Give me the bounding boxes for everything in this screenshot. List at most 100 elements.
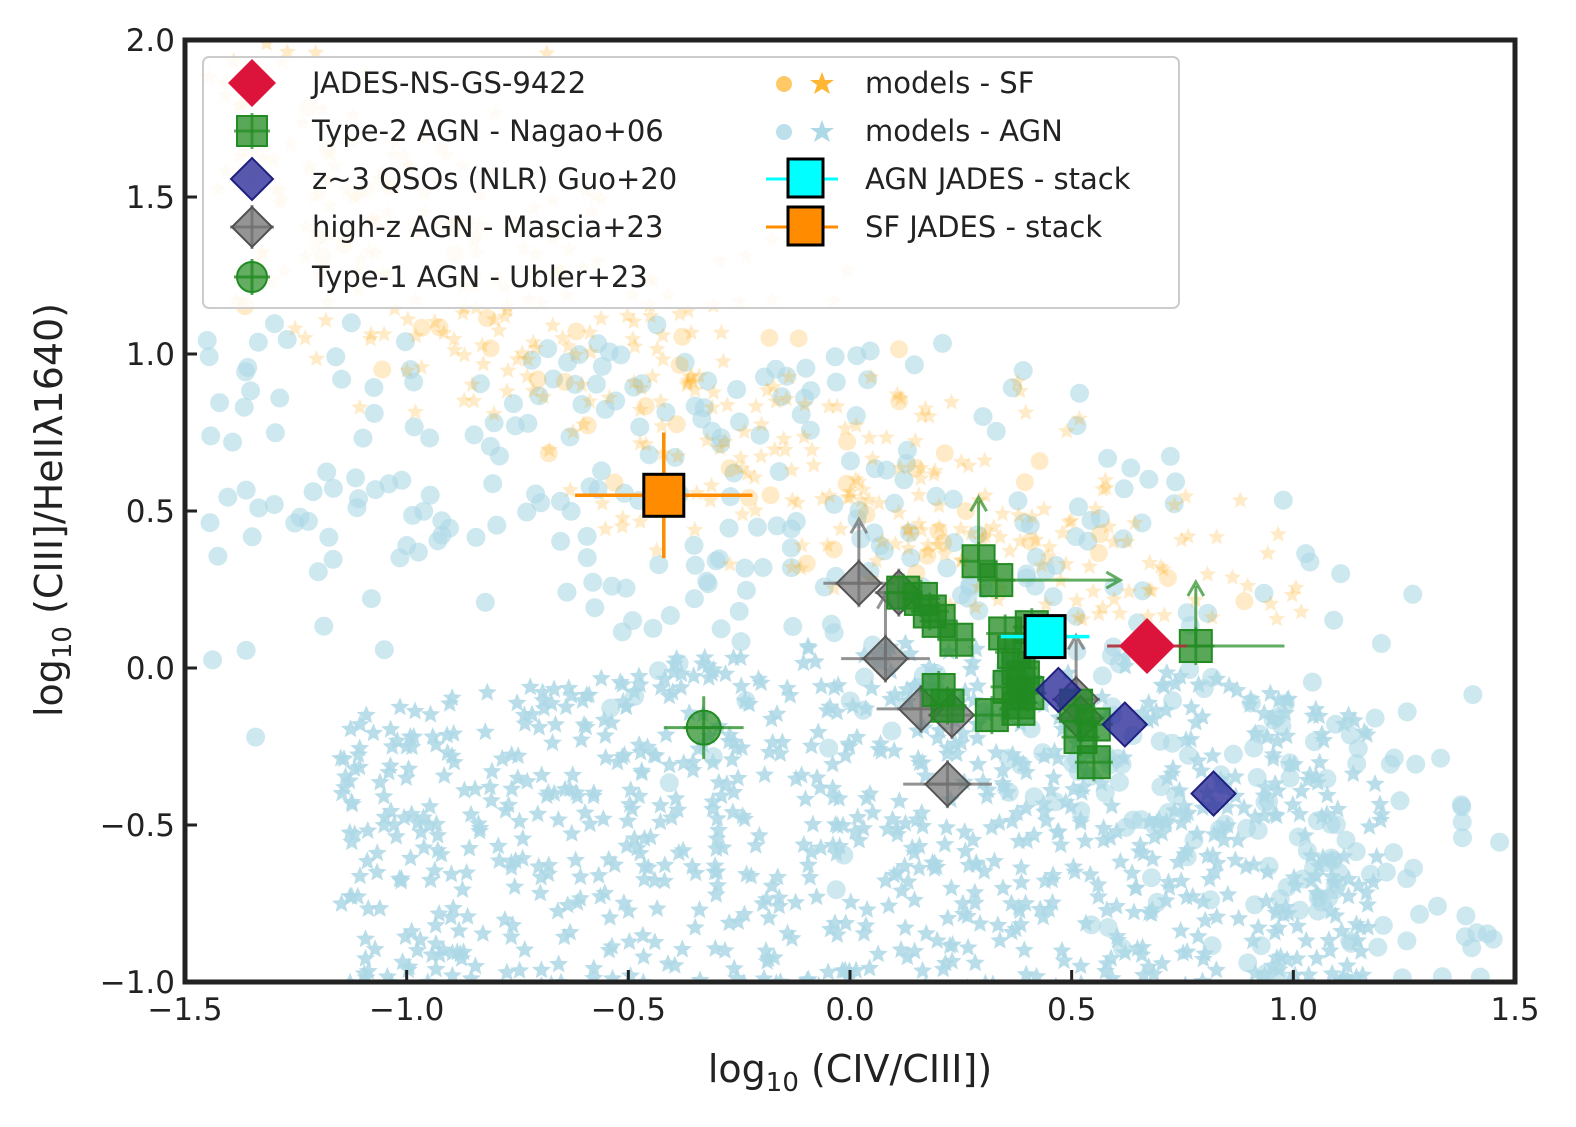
model-agn-star (629, 786, 649, 805)
model-sf-star (1154, 560, 1172, 577)
model-agn-star (1298, 770, 1318, 789)
model-agn-star (1310, 752, 1330, 771)
model-agn-star (584, 968, 604, 982)
model-agn-star (1351, 941, 1371, 960)
model-agn-star (391, 868, 411, 887)
x-tick-label: 1.0 (1269, 992, 1318, 1028)
model-agn-star (1163, 758, 1183, 777)
model-agn-star (650, 812, 670, 831)
model-agn-star (827, 702, 847, 721)
legend-label: models - AGN (865, 114, 1063, 148)
model-agn-star (1359, 816, 1379, 835)
model-agn-star (1288, 916, 1307, 935)
model-agn-star (514, 705, 534, 724)
model-sf-star (795, 427, 813, 445)
model-agn-star (766, 973, 786, 982)
model-sf-circle (935, 444, 954, 463)
model-agn-circle (1368, 937, 1388, 957)
model-sf-star (1259, 544, 1277, 561)
model-agn-star (823, 778, 843, 797)
model-agn-star (541, 974, 561, 982)
model-sf-star (1017, 403, 1035, 420)
model-agn-star (1346, 914, 1366, 933)
model-agn-star (754, 968, 774, 982)
model-agn-star (1071, 809, 1091, 828)
model-agn-circle (1477, 924, 1497, 944)
model-agn-circle (675, 352, 695, 372)
model-agn-circle (694, 398, 714, 418)
model-sf-star (899, 539, 917, 556)
model-agn-star (1048, 748, 1068, 767)
model-sf-star (671, 305, 689, 322)
model-sf-star (890, 503, 908, 521)
model-sf-star (653, 417, 671, 434)
model-agn-star (1143, 849, 1163, 868)
legend-entry-sf-jades-stack: SF JADES - stack (766, 205, 1102, 247)
model-sf-star (1009, 372, 1027, 390)
model-agn-star (919, 657, 939, 676)
model-agn-star (375, 807, 395, 826)
model-sf-star (1179, 527, 1197, 544)
model-agn-star (797, 970, 817, 982)
blue-diamond-marker (1101, 701, 1149, 748)
model-sf-star (648, 541, 666, 558)
model-sf-circle (918, 546, 937, 565)
legend-marker-agn-circle (776, 124, 792, 140)
model-agn-star (571, 730, 591, 749)
model-agn-star (705, 862, 725, 881)
model-agn-star (1133, 937, 1153, 956)
model-agn-star (1339, 886, 1358, 905)
model-agn-star (1016, 893, 1036, 912)
model-agn-star (401, 848, 421, 867)
model-agn-star (1076, 913, 1096, 932)
model-sf-star (398, 361, 416, 378)
model-agn-star (706, 884, 726, 903)
model-agn-star (1225, 766, 1245, 785)
model-sf-star (1094, 480, 1112, 497)
model-sf-star (1231, 491, 1249, 508)
model-agn-star (937, 744, 957, 763)
model-agn-star (1365, 774, 1385, 793)
model-sf-star (1069, 608, 1087, 625)
model-agn-circle (580, 477, 600, 497)
model-agn-circle (727, 380, 747, 399)
model-agn-star (1195, 944, 1215, 963)
model-agn-circle (1177, 603, 1197, 623)
model-sf-star (582, 343, 600, 360)
model-agn-star (341, 719, 361, 738)
model-agn-star (584, 958, 604, 977)
model-agn-circle (1247, 768, 1267, 787)
model-agn-star (1186, 712, 1206, 731)
model-sf-star (989, 591, 1007, 608)
model-agn-circle (1078, 531, 1098, 551)
model-sf-star (554, 329, 572, 346)
model-agn-star (1363, 872, 1383, 891)
model-sf-star (714, 352, 732, 369)
model-agn-circle (781, 538, 801, 558)
model-agn-circle (826, 372, 846, 392)
model-agn-star (358, 820, 378, 839)
model-agn-star (841, 892, 861, 911)
model-sf-star (850, 472, 868, 490)
model-sf-circle (838, 432, 857, 451)
model-sf-star (1094, 598, 1112, 616)
model-agn-star (1075, 831, 1095, 850)
model-agn-star (599, 849, 619, 868)
point-nagao-agn (999, 689, 1038, 728)
model-sf-star (821, 486, 839, 504)
model-agn-star (922, 975, 928, 982)
model-sf-star (788, 493, 806, 511)
model-sf-star (721, 555, 739, 572)
model-agn-circle (265, 314, 284, 334)
model-agn-star (356, 705, 376, 724)
model-sf-star (1011, 532, 1029, 549)
model-sf-star (776, 441, 794, 458)
model-agn-star (953, 904, 973, 923)
model-agn-star (836, 745, 855, 764)
model-agn-star (835, 960, 855, 979)
legend-label: high-z AGN - Mascia+23 (312, 210, 663, 244)
model-agn-star (1002, 922, 1022, 941)
model-agn-star (363, 723, 383, 742)
model-agn-star (1248, 917, 1268, 936)
model-sf-star (783, 491, 801, 508)
